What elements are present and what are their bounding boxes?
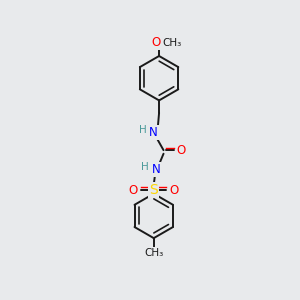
Text: H: H <box>139 125 147 135</box>
Text: CH₃: CH₃ <box>144 248 164 258</box>
Text: O: O <box>129 184 138 196</box>
Text: O: O <box>151 36 160 49</box>
Text: S: S <box>149 183 158 197</box>
Text: O: O <box>169 184 179 196</box>
Text: H: H <box>141 162 149 172</box>
Text: CH₃: CH₃ <box>162 38 181 48</box>
Text: N: N <box>149 126 158 139</box>
Text: O: O <box>177 144 186 157</box>
Text: N: N <box>152 163 160 176</box>
